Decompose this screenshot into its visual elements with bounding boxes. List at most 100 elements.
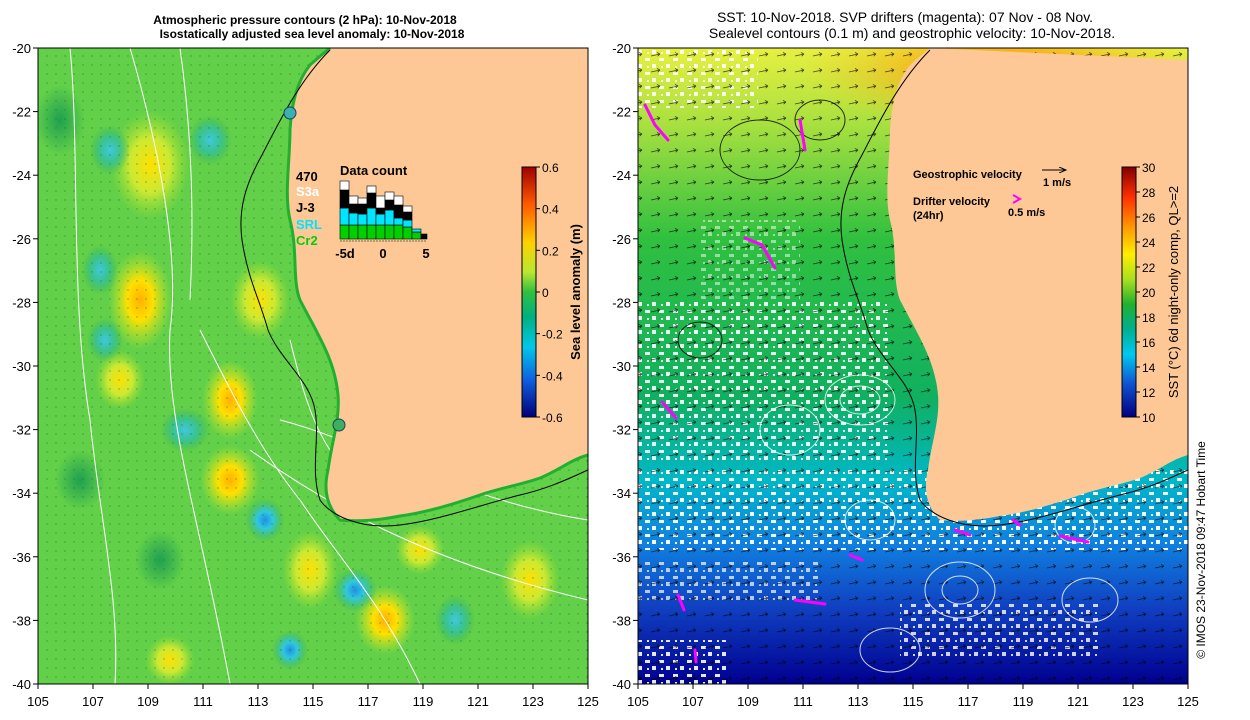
- sla-colorbar-ticks: 0.6 0.4 0.2 0 -0.2 -0.4 -0.6: [536, 161, 563, 425]
- y-tick-label: -40: [612, 677, 631, 692]
- left-title-line2: Isostatically adjusted sea level anomaly…: [160, 27, 465, 41]
- y-tick-label: -32: [612, 423, 631, 438]
- pressure-contours: [69, 48, 588, 684]
- legend-s3a: S3a: [296, 184, 320, 199]
- data-count-histogram: [339, 180, 428, 240]
- colorbar-tick-label: 0.6: [542, 161, 559, 175]
- colorbar-tick-label: 10: [1142, 411, 1156, 425]
- svp-drifter-tracks: [643, 103, 1090, 664]
- y-tick-label: -34: [612, 486, 631, 501]
- x-tick-label: 123: [522, 694, 544, 709]
- colorbar-tick-label: 0: [542, 286, 549, 300]
- y-tick-label: -20: [612, 41, 631, 56]
- y-tick-label: -26: [12, 232, 31, 247]
- geo-velocity-scale: 1 m/s: [1043, 177, 1071, 189]
- geo-velocity-label: Geostrophic velocity: [913, 169, 1023, 181]
- legend-cr2: Cr2: [296, 233, 318, 248]
- x-tick-label: 119: [413, 694, 434, 709]
- sst-colorbar-label: SST (°C) 6d night-only comp, QL>=2: [1166, 186, 1181, 398]
- colorbar-tick-label: 0.2: [542, 244, 559, 258]
- y-tick-label: -22: [612, 105, 631, 120]
- sla-colorbar: 0.6 0.4 0.2 0 -0.2 -0.4 -0.6 Sea level anomaly…: [521, 161, 583, 425]
- x-tick-label: 125: [1177, 694, 1199, 709]
- x-tick-label: 117: [958, 694, 979, 709]
- x-tick-label: 111: [193, 694, 213, 709]
- x-tick-label: 121: [467, 694, 489, 709]
- x-tick-label: 119: [1013, 694, 1034, 709]
- drifter-velocity-scale: 0.5 m/s: [1008, 207, 1045, 219]
- x-tick-label: 123: [1122, 694, 1144, 709]
- colorbar-tick-label: 24: [1142, 236, 1156, 250]
- sst-colorbar: 30 28 26 24 22 20 18 16 14 12 10 SST (°C) 6d night…: [1121, 161, 1181, 425]
- x-tick-label: 125: [577, 694, 599, 709]
- land-mass-australia-right: [887, 48, 1188, 521]
- x-tick-label: 113: [248, 694, 269, 709]
- y-tick-label: -30: [12, 359, 31, 374]
- colorbar-tick-label: 20: [1142, 286, 1156, 300]
- x-tick-label: 113: [848, 694, 869, 709]
- x-tick-label: 107: [682, 694, 704, 709]
- data-count-inset: 470 Data count S3a J-3 SRL Cr2 -5d 0 5: [296, 163, 430, 261]
- colorbar-tick-label: 12: [1142, 386, 1156, 400]
- bathymetry-line: [240, 49, 588, 527]
- legend-srl: SRL: [296, 217, 322, 232]
- sla-colorbar-label: Sea level anomaly (m): [568, 224, 583, 360]
- x-tick-label: 117: [358, 694, 379, 709]
- inset-title: Data count: [340, 163, 408, 178]
- colorbar-tick-label: -0.2: [542, 328, 563, 342]
- y-tick-label: -32: [12, 423, 31, 438]
- colorbar-tick-label: 18: [1142, 311, 1156, 325]
- x-tick-label: 115: [303, 694, 324, 709]
- y-tick-label: -22: [12, 105, 31, 120]
- x-tick-label: 109: [137, 694, 159, 709]
- bathymetry-line-right: [840, 49, 1188, 527]
- colorbar-tick-label: 16: [1142, 336, 1156, 350]
- y-tick-label: -24: [12, 168, 31, 183]
- left-axes: -20 -22 -24 -26 -28 -30 -32 -34 -36 -38 -40 105 107 1…: [12, 41, 599, 709]
- inset-xtick-neg5: -5d: [335, 246, 355, 261]
- x-tick-label: 109: [737, 694, 759, 709]
- colorbar-tick-label: -0.6: [542, 411, 563, 425]
- drifter-velocity-label: Drifter velocity: [913, 196, 991, 208]
- y-tick-label: -26: [612, 232, 631, 247]
- sealevel-contours: [677, 99, 1119, 673]
- y-tick-label: -28: [612, 295, 631, 310]
- y-tick-label: -40: [12, 677, 31, 692]
- x-tick-label: 105: [27, 694, 49, 709]
- velocity-legend: Geostrophic velocity 1 m/s Drifter veloc…: [913, 169, 1071, 222]
- left-map-panel: Atmospheric pressure contours (2 hPa): 1…: [12, 13, 599, 709]
- sst-colorbar-ticks: 30 28 26 24 22 20 18 16 14 12 10: [1136, 161, 1156, 425]
- drifter-velocity-sublabel: (24hr): [913, 210, 944, 222]
- imos-credit: © IMOS 23-Nov-2018 09:47 Hobart Time: [1194, 441, 1208, 659]
- inset-count: 470: [296, 169, 318, 184]
- colorbar-tick-label: 0.4: [542, 203, 559, 217]
- y-tick-label: -36: [612, 550, 631, 565]
- drifter-velocity-arrow: [1012, 194, 1023, 204]
- y-tick-label: -36: [12, 550, 31, 565]
- y-tick-label: -38: [12, 613, 31, 628]
- coast-fringe: [285, 48, 588, 523]
- colorbar-tick-label: 22: [1142, 261, 1156, 275]
- y-tick-label: -20: [12, 41, 31, 56]
- colorbar-tick-label: -0.4: [542, 369, 563, 383]
- colorbar-tick-label: 14: [1142, 361, 1156, 375]
- y-tick-label: -24: [612, 168, 631, 183]
- x-tick-label: 121: [1067, 694, 1089, 709]
- legend-j3: J-3: [296, 200, 315, 215]
- tide-gauge-exmouth: [283, 106, 297, 120]
- colorbar-tick-label: 30: [1142, 161, 1156, 175]
- x-tick-label: 107: [82, 694, 104, 709]
- x-tick-label: 105: [627, 694, 649, 709]
- right-title-line2: Sealevel contours (0.1 m) and geostrophi…: [709, 25, 1115, 41]
- y-tick-label: -30: [612, 359, 631, 374]
- land-mass-australia: [287, 48, 588, 521]
- colorbar-tick-label: 26: [1142, 211, 1156, 225]
- inset-xtick-0: 0: [379, 246, 386, 261]
- y-tick-label: -38: [612, 613, 631, 628]
- y-tick-label: -28: [12, 295, 31, 310]
- right-title-line1: SST: 10-Nov-2018. SVP drifters (magenta)…: [717, 9, 1093, 25]
- tide-gauge-fremantle: [332, 418, 346, 432]
- inset-xtick-5: 5: [422, 246, 429, 261]
- right-map-panel: SST: 10-Nov-2018. SVP drifters (magenta)…: [612, 9, 1208, 709]
